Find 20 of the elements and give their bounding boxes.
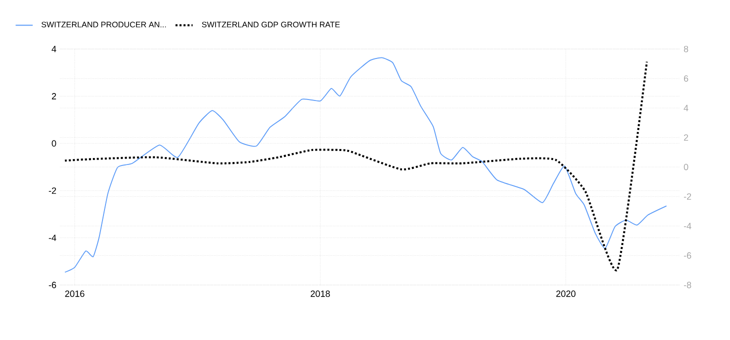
legend-label: SWITZERLAND PRODUCER AN... [42,22,166,28]
y2-tick-label: 4 [684,104,688,112]
y2-tick-label: 8 [684,46,688,52]
x-tick-label: 2020 [556,290,576,297]
y-tick-label: -4 [48,234,56,241]
y-tick-label: 0 [52,140,56,147]
y2-tick-label: -6 [684,252,692,259]
x-tick-label: 2016 [65,290,84,297]
y-tick-label: 2 [52,93,56,100]
legend-label: SWITZERLAND GDP GROWTH RATE [202,22,340,28]
y-tick-label: -6 [48,282,56,288]
y-tick-label: 4 [52,46,56,52]
x-tick-label: 2018 [310,290,330,297]
y2-tick-label: -4 [684,222,692,230]
y-tick-label: -2 [48,187,56,194]
y2-tick-label: 2 [684,134,688,141]
y2-tick-label: 6 [684,75,688,82]
y2-tick-label: -2 [684,193,692,200]
y2-tick-label: 0 [684,164,688,170]
y2-tick-label: -8 [684,282,692,288]
